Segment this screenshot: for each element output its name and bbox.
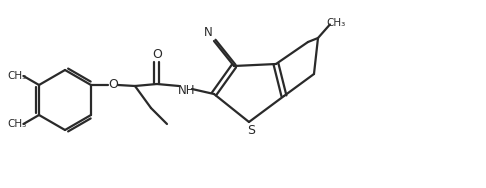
Text: O: O (108, 79, 118, 92)
Text: CH₃: CH₃ (326, 18, 346, 28)
Text: O: O (152, 49, 162, 61)
Text: CH₃: CH₃ (8, 71, 27, 81)
Text: N: N (204, 27, 212, 39)
Text: NH: NH (178, 83, 196, 96)
Text: S: S (247, 124, 255, 136)
Text: CH₃: CH₃ (8, 119, 27, 129)
